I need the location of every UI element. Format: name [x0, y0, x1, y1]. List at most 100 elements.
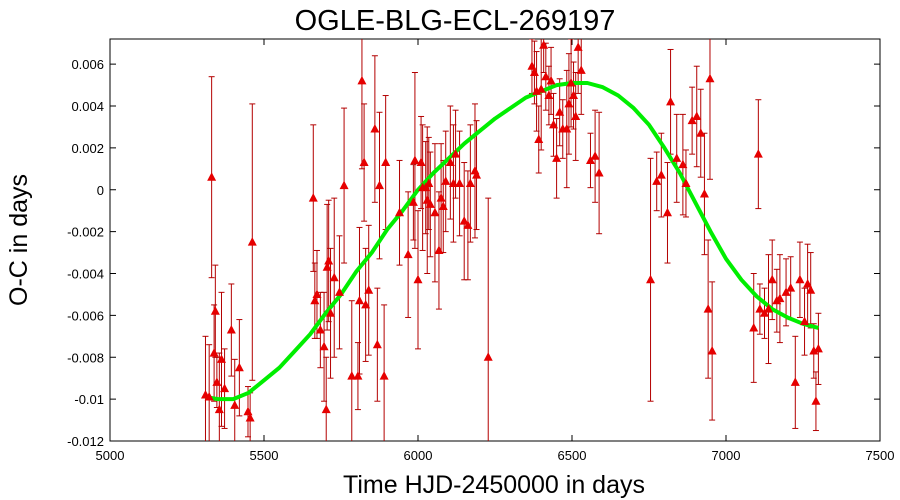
- data-point: [576, 65, 586, 74]
- data-point: [212, 377, 222, 386]
- data-point: [209, 348, 219, 357]
- data-point: [806, 285, 816, 294]
- data-point: [438, 201, 448, 210]
- data-point: [445, 157, 455, 167]
- data-point: [764, 304, 774, 313]
- data-point: [800, 316, 810, 326]
- x-tick-label: 6000: [404, 448, 433, 463]
- data-point: [573, 42, 583, 51]
- data-point: [436, 193, 446, 202]
- x-axis-label: Time HJD-2450000 in days: [343, 471, 645, 499]
- data-point: [707, 345, 717, 355]
- data-point: [549, 119, 559, 129]
- data-point: [656, 170, 666, 179]
- data-point: [566, 77, 576, 87]
- data-point: [403, 249, 413, 259]
- data-point: [329, 272, 339, 282]
- data-point: [681, 178, 691, 187]
- data-point: [324, 255, 334, 265]
- y-tick-label: 0.004: [71, 99, 104, 114]
- y-tick-label: -0.008: [67, 350, 104, 365]
- data-point: [678, 159, 688, 169]
- data-point: [795, 274, 805, 284]
- data-point: [652, 176, 662, 185]
- data-point: [692, 111, 702, 120]
- data-point: [562, 124, 572, 133]
- data-point: [529, 67, 539, 76]
- y-tick-label: -0.01: [74, 392, 104, 407]
- data-point: [234, 362, 244, 372]
- data-point: [811, 396, 821, 405]
- y-tick-label: -0.002: [67, 225, 104, 240]
- data-point: [544, 90, 554, 100]
- data-point: [571, 111, 581, 120]
- data-point: [216, 354, 226, 363]
- data-point: [465, 178, 475, 187]
- chart-title: OGLE-BLG-ECL-269197: [295, 5, 616, 37]
- data-point: [370, 124, 380, 133]
- data-point: [790, 377, 800, 386]
- data-point: [207, 172, 217, 181]
- data-point: [315, 325, 325, 334]
- data-point: [416, 157, 426, 167]
- data-point: [699, 188, 709, 198]
- data-point: [569, 90, 579, 100]
- data-point: [347, 371, 357, 380]
- data-point: [703, 304, 713, 313]
- data-point: [539, 40, 549, 49]
- data-point: [483, 352, 493, 361]
- data-point: [381, 157, 391, 167]
- data-point: [226, 325, 236, 334]
- data-point: [247, 237, 257, 246]
- data-point: [536, 84, 546, 93]
- y-tick-label: -0.012: [67, 434, 104, 449]
- data-point: [375, 180, 384, 190]
- plot-area: 5000 5500 6000 6500 7000 7500 -0.012 -0.01 -0.00…: [67, 38, 894, 463]
- data-point: [410, 155, 420, 164]
- data-point: [243, 406, 253, 416]
- data-point: [463, 220, 473, 229]
- data-point: [353, 371, 363, 380]
- data-point: [753, 149, 763, 158]
- y-axis-label: O-C in days: [5, 174, 33, 306]
- data-point: [662, 207, 672, 217]
- data-point: [455, 178, 465, 187]
- data-point: [361, 299, 371, 309]
- x-tick-label: 7000: [712, 448, 741, 463]
- data-point: [408, 197, 418, 206]
- data-point: [775, 293, 785, 303]
- data-point: [357, 75, 367, 85]
- data-point: [451, 149, 461, 158]
- y-tick-label: 0.002: [71, 141, 104, 156]
- x-tick-label: 5500: [250, 448, 279, 463]
- data-layer: [200, 39, 823, 441]
- data-point: [696, 128, 706, 137]
- data-point: [755, 304, 765, 313]
- data-point: [646, 274, 656, 284]
- y-tick-label: 0.006: [71, 57, 104, 72]
- data-point: [448, 178, 458, 187]
- data-point: [354, 295, 364, 305]
- data-point: [359, 157, 369, 167]
- data-point: [459, 216, 469, 225]
- data-point: [245, 412, 255, 422]
- data-point: [379, 371, 389, 380]
- data-point: [781, 287, 791, 296]
- data-point: [321, 404, 331, 414]
- y-tick-label: -0.006: [67, 308, 104, 323]
- data-point: [395, 207, 405, 217]
- data-point: [564, 98, 574, 108]
- data-point: [687, 115, 697, 125]
- data-point: [590, 151, 600, 160]
- data-point: [322, 262, 332, 271]
- data-point: [339, 180, 349, 190]
- data-point: [413, 274, 423, 284]
- data-point: [230, 400, 240, 409]
- data-point: [527, 61, 537, 70]
- data-point: [308, 193, 318, 202]
- data-point: [372, 339, 382, 349]
- fit-curve: [205, 81, 819, 402]
- data-point: [210, 306, 220, 315]
- data-point: [214, 404, 224, 414]
